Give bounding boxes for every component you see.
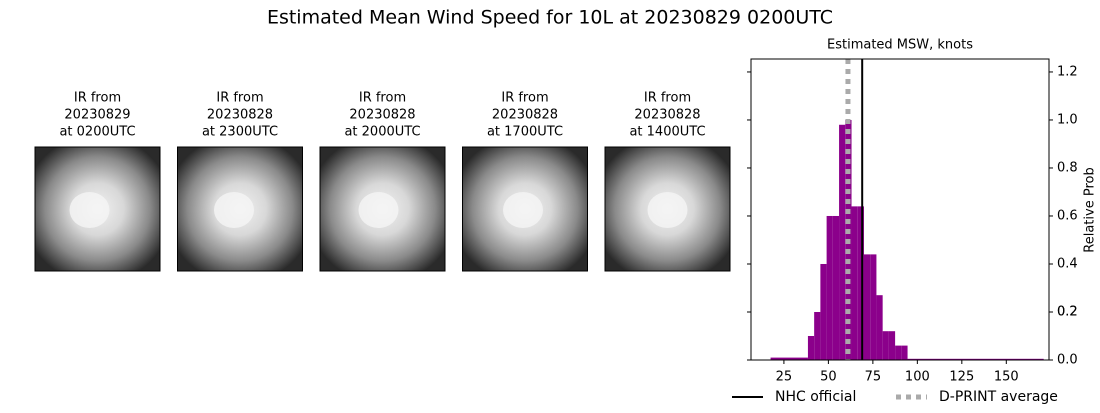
x-tick-label: 100 xyxy=(905,370,930,385)
image-caption: at 1400UTC xyxy=(629,125,705,140)
image-caption: 20230828 xyxy=(207,108,273,123)
image-caption: IR from xyxy=(501,91,548,106)
y-tick-label: 1.0 xyxy=(1057,112,1078,127)
legend-label: NHC official xyxy=(775,389,856,405)
bar xyxy=(888,331,896,360)
image-caption: IR from xyxy=(216,91,263,106)
x-tick-label: 75 xyxy=(865,370,882,385)
y-tick-label: 0.4 xyxy=(1057,256,1078,271)
bar xyxy=(895,345,902,360)
image-caption: IR from xyxy=(644,91,691,106)
bar xyxy=(820,263,827,360)
image-caption: 20230828 xyxy=(492,108,558,123)
image-caption: 20230828 xyxy=(349,108,415,123)
legend-label: D-PRINT average xyxy=(939,389,1058,405)
storm-core xyxy=(503,192,543,228)
y-tick-label: 0.6 xyxy=(1057,208,1078,223)
image-caption: 20230828 xyxy=(634,108,700,123)
bar xyxy=(814,311,821,360)
storm-core xyxy=(358,192,399,228)
x-tick-label: 150 xyxy=(994,370,1019,385)
storm-core xyxy=(647,192,688,228)
x-tick-label: 125 xyxy=(949,370,974,385)
image-caption: IR from xyxy=(359,91,406,106)
bar xyxy=(870,254,877,360)
bar xyxy=(857,206,864,360)
bar xyxy=(826,215,833,360)
image-caption: at 2300UTC xyxy=(202,125,278,140)
image-caption: at 0200UTC xyxy=(59,125,135,140)
bar xyxy=(882,331,889,360)
plot-frame xyxy=(750,58,1050,361)
bar xyxy=(839,124,846,360)
image-caption: 20230829 xyxy=(64,108,130,123)
bar xyxy=(851,206,858,360)
y-tick-label: 0.0 xyxy=(1057,353,1078,368)
bar xyxy=(770,357,808,360)
x-tick-label: 25 xyxy=(776,370,793,385)
bar xyxy=(807,335,815,360)
bar xyxy=(832,215,840,360)
bar xyxy=(876,295,883,360)
x-tick-label: 50 xyxy=(820,370,837,385)
image-caption: at 1700UTC xyxy=(487,125,563,140)
y-tick-label: 0.2 xyxy=(1057,304,1078,319)
y-axis-label: Relative Prob xyxy=(1083,167,1098,252)
y-tick-label: 1.2 xyxy=(1057,64,1078,79)
image-caption: IR from xyxy=(74,91,121,106)
storm-core xyxy=(214,192,254,228)
bar xyxy=(863,254,871,360)
bar xyxy=(901,345,908,360)
bar xyxy=(907,358,1044,360)
image-caption: at 2000UTC xyxy=(344,125,420,140)
y-tick-label: 0.2 xyxy=(1057,304,1078,319)
storm-core xyxy=(69,192,110,228)
chart-title: Estimated MSW, knots xyxy=(827,38,973,53)
y-tick-label: 0.8 xyxy=(1057,160,1078,175)
figure-title: Estimated Mean Wind Speed for 10L at 202… xyxy=(267,7,833,29)
